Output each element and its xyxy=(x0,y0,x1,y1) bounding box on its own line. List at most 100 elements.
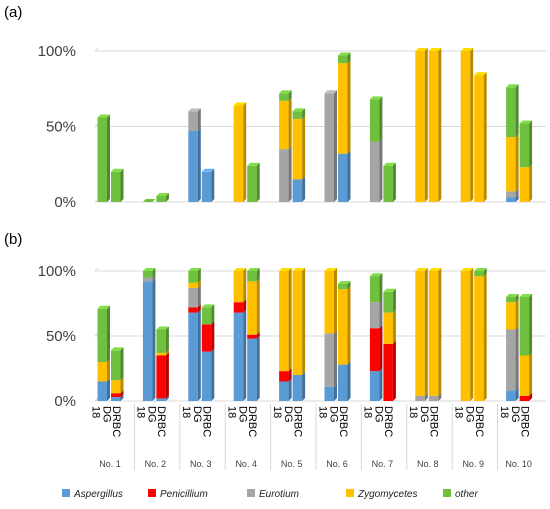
bar-segment-b-aspergillus xyxy=(188,312,198,401)
bar-segment-a-zygomycetes-side xyxy=(483,72,487,202)
x-medium-label-dg18: DG18 xyxy=(271,406,294,423)
x-medium-label-line: DRBC xyxy=(518,406,530,437)
x-group-label: No. 8 xyxy=(417,459,439,469)
bar-segment-a-other-side xyxy=(165,192,169,202)
bar-top-a xyxy=(97,114,110,118)
bar-top-b xyxy=(247,268,260,271)
bar-segment-b-penicillium xyxy=(201,324,212,352)
bar-segment-b-zygomycetes xyxy=(247,281,257,335)
x-medium-label-drbc: DRBC xyxy=(291,406,303,437)
bar-segment-b-zygomycetes-side xyxy=(165,349,169,356)
bar-segment-b-zygomycetes-side xyxy=(483,273,487,401)
bar-top-a xyxy=(415,48,428,51)
x-medium-label-drbc: DRBC xyxy=(246,406,258,437)
x-medium-label-drbc: DRBC xyxy=(155,406,167,437)
x-medium-label-line: DRBC xyxy=(473,406,485,437)
panel-a: (a) 0% 50% 100% xyxy=(4,4,546,211)
bar-segment-b-aspergillus xyxy=(142,281,153,401)
bar-segment-a-other xyxy=(279,93,289,101)
bar-b-No10-dg18 xyxy=(506,294,519,401)
bar-a-No8-dg18 xyxy=(415,48,428,202)
bar-segment-a-aspergillus-side xyxy=(211,168,215,202)
bar-segment-b-aspergillus-side xyxy=(243,309,247,401)
bar-b-No6-dg18 xyxy=(324,268,337,401)
bar-b-No7-drbc xyxy=(383,288,396,401)
bar-segment-b-aspergillus-side xyxy=(515,387,519,401)
legend-swatch-eurotium xyxy=(247,489,255,497)
bar-top-a xyxy=(338,52,351,56)
bar-segment-b-aspergillus xyxy=(233,312,244,401)
bar-segment-b-other xyxy=(369,276,380,303)
bar-top-a xyxy=(519,120,533,124)
x-medium-label-line: DG xyxy=(236,406,248,423)
bar-segment-a-zygomycetes-side xyxy=(470,48,474,202)
bar-segment-b-penicillium xyxy=(247,334,257,339)
bar-top-b xyxy=(460,268,474,271)
x-medium-label-dg18: DG18 xyxy=(180,406,203,423)
x-medium-label-dg18: DG18 xyxy=(135,406,158,423)
bar-a-No2-dg18 xyxy=(142,199,156,202)
bar-b-No5-dg18 xyxy=(279,268,292,401)
bar-segment-a-zygomycetes xyxy=(279,100,289,150)
bar-top-a xyxy=(279,90,292,94)
bar-a-No2-drbc xyxy=(156,192,169,202)
bar-segment-a-zygomycetes xyxy=(415,51,425,202)
x-medium-label-line: DRBC xyxy=(155,406,167,437)
bar-segment-b-other-side xyxy=(483,268,487,277)
bar-segment-b-other xyxy=(156,329,166,353)
x-medium-label-dg18: DG18 xyxy=(225,406,248,423)
bar-top-a xyxy=(233,102,247,106)
bar-segment-b-other-side xyxy=(347,281,351,290)
bar-segment-b-zygomycetes-side xyxy=(438,268,442,396)
bar-segment-a-zygomycetes-side xyxy=(438,48,442,202)
x-medium-label-line: DG xyxy=(191,406,203,423)
bar-segment-a-zygomycetes-side xyxy=(243,102,247,202)
bar-top-b xyxy=(156,326,169,330)
bar-segment-b-zygomycetes-side xyxy=(197,279,201,288)
bar-b-No9-drbc xyxy=(474,268,487,401)
x-medium-label-drbc: DRBC xyxy=(110,406,122,437)
x-medium-label-dg18: DG18 xyxy=(362,406,385,423)
bar-a-No4-dg18 xyxy=(233,102,247,202)
bar-segment-b-other-side xyxy=(379,273,383,303)
panel-label-a: (a) xyxy=(4,4,22,21)
bar-segment-a-zygomycetes xyxy=(519,167,530,202)
bar-b-No10-drbc xyxy=(519,294,533,401)
bar-top-a xyxy=(428,48,442,51)
x-medium-label-dg18: DG18 xyxy=(407,406,430,423)
bar-segment-a-other xyxy=(292,111,303,119)
bar-top-b xyxy=(324,268,337,271)
bar-a-No3-drbc xyxy=(201,168,215,202)
bar-segment-b-penicillium-side xyxy=(529,392,533,401)
bar-segment-a-zygomycetes xyxy=(338,63,348,154)
x-medium-label-dg18: DG18 xyxy=(89,406,112,423)
bar-segment-b-other-side xyxy=(152,268,156,278)
x-medium-label-line: 18 xyxy=(498,406,510,418)
bar-segment-b-eurotium-side xyxy=(438,392,442,401)
legend-label-eurotium: Eurotium xyxy=(259,489,299,500)
bar-segment-a-eurotium xyxy=(324,93,334,202)
x-medium-label-line: DRBC xyxy=(110,406,122,437)
bar-b-No6-drbc xyxy=(338,281,351,401)
bar-segment-b-other xyxy=(247,271,257,282)
bar-segment-b-aspergillus xyxy=(506,390,516,401)
bar-segment-a-other xyxy=(111,171,121,202)
bar-segment-b-zygomycetes-side xyxy=(424,268,428,396)
bar-top-b xyxy=(142,268,156,271)
x-group-label: No. 7 xyxy=(372,459,394,469)
x-medium-label-line: DG xyxy=(146,406,158,423)
x-medium-label-line: 18 xyxy=(271,406,283,418)
bar-segment-b-aspergillus xyxy=(201,351,212,401)
bar-segment-b-aspergillus-side xyxy=(256,335,260,401)
bar-segment-b-zygomycetes xyxy=(188,282,198,288)
y-tick-label-b-100: 100% xyxy=(38,263,76,280)
y-tick-label-a-50: 50% xyxy=(46,119,76,136)
bar-segment-b-aspergillus xyxy=(338,364,348,401)
bar-segment-a-zygomycetes-side xyxy=(302,115,306,180)
bar-top-a xyxy=(188,108,201,112)
bar-segment-a-eurotium-side xyxy=(379,138,383,202)
bar-b-No1-dg18 xyxy=(97,305,110,401)
bar-segment-b-zygomycetes xyxy=(383,312,393,344)
bar-segment-b-zygomycetes-side xyxy=(470,268,474,401)
bar-segment-b-penicillium-side xyxy=(120,390,124,398)
